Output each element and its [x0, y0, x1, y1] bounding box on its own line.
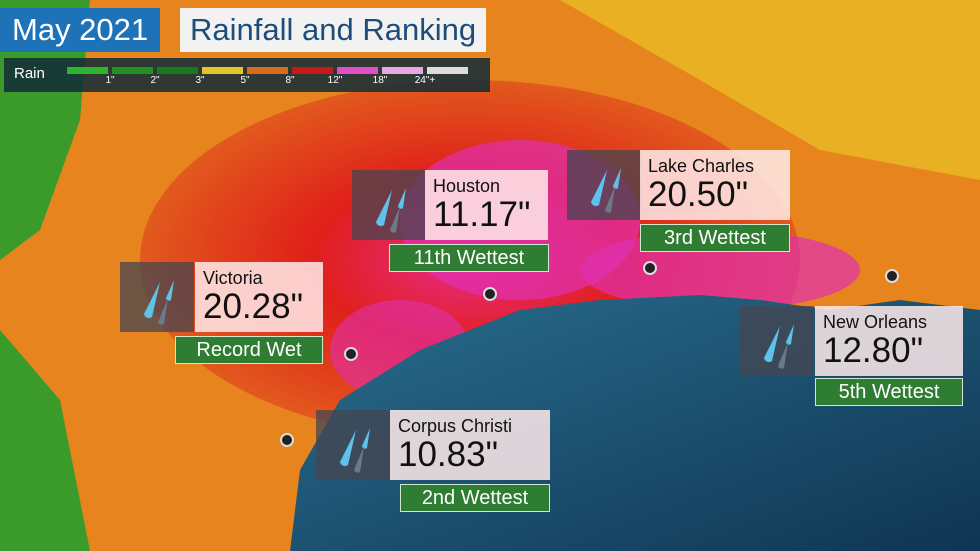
rainfall-value: 12.80": [823, 331, 924, 370]
legend-tick: 18": [372, 75, 388, 86]
city-name: Corpus Christi: [398, 416, 513, 436]
legend-tick: 1": [105, 75, 115, 86]
rain-legend: Rain 1" 2" 3" 5" 8" 12" 18" 24"+: [4, 58, 490, 92]
legend-tick: 5": [240, 75, 250, 86]
rainfall-value: 20.50": [648, 175, 749, 214]
legend-swatch: [427, 67, 468, 74]
rain-drops-icon: [352, 170, 426, 240]
rain-drops-icon: [567, 150, 641, 220]
legend-swatch: [202, 67, 243, 74]
rainfall-value: 10.83": [398, 435, 499, 474]
legend-tick: 24"+: [414, 75, 436, 86]
city-marker[interactable]: [344, 347, 358, 361]
city-callout: Houston 11.17": [425, 170, 548, 240]
city-marker[interactable]: [885, 269, 899, 283]
legend-swatch: [292, 67, 333, 74]
city-name: New Orleans: [823, 312, 928, 332]
city-name: Victoria: [203, 268, 263, 288]
city-callout: Corpus Christi 10.83": [390, 410, 550, 480]
city-callout: Victoria 20.28": [195, 262, 323, 332]
legend-tick: 8": [285, 75, 295, 86]
city-marker[interactable]: [280, 433, 294, 447]
legend-swatch: [157, 67, 198, 74]
rank-badge: 3rd Wettest: [640, 224, 790, 252]
rain-drops-icon: [316, 410, 390, 480]
legend-swatch: [337, 67, 378, 74]
city-marker[interactable]: [643, 261, 657, 275]
city-marker[interactable]: [483, 287, 497, 301]
rain-drops-icon: [740, 306, 814, 376]
rank-badge: 5th Wettest: [815, 378, 963, 406]
legend-swatch: [382, 67, 423, 74]
legend-swatch: [247, 67, 288, 74]
rain-drops-icon: [120, 262, 194, 332]
legend-swatch: [112, 67, 153, 74]
legend-tick: 12": [327, 75, 343, 86]
title-subtitle: Rainfall and Ranking: [180, 8, 487, 52]
rank-badge: 2nd Wettest: [400, 484, 550, 512]
rank-badge: 11th Wettest: [389, 244, 549, 272]
legend-label: Rain: [14, 65, 45, 82]
legend-tick: 2": [150, 75, 160, 86]
city-name: Houston: [433, 176, 501, 196]
title-date: May 2021: [0, 8, 161, 52]
legend-tick: 3": [195, 75, 205, 86]
rainfall-value: 11.17": [433, 195, 531, 234]
city-name: Lake Charles: [648, 156, 755, 176]
city-callout: New Orleans 12.80": [815, 306, 963, 376]
legend-swatch: [67, 67, 108, 74]
city-callout: Lake Charles 20.50": [640, 150, 790, 220]
rainfall-value: 20.28": [203, 287, 304, 326]
rank-badge: Record Wet: [175, 336, 323, 364]
